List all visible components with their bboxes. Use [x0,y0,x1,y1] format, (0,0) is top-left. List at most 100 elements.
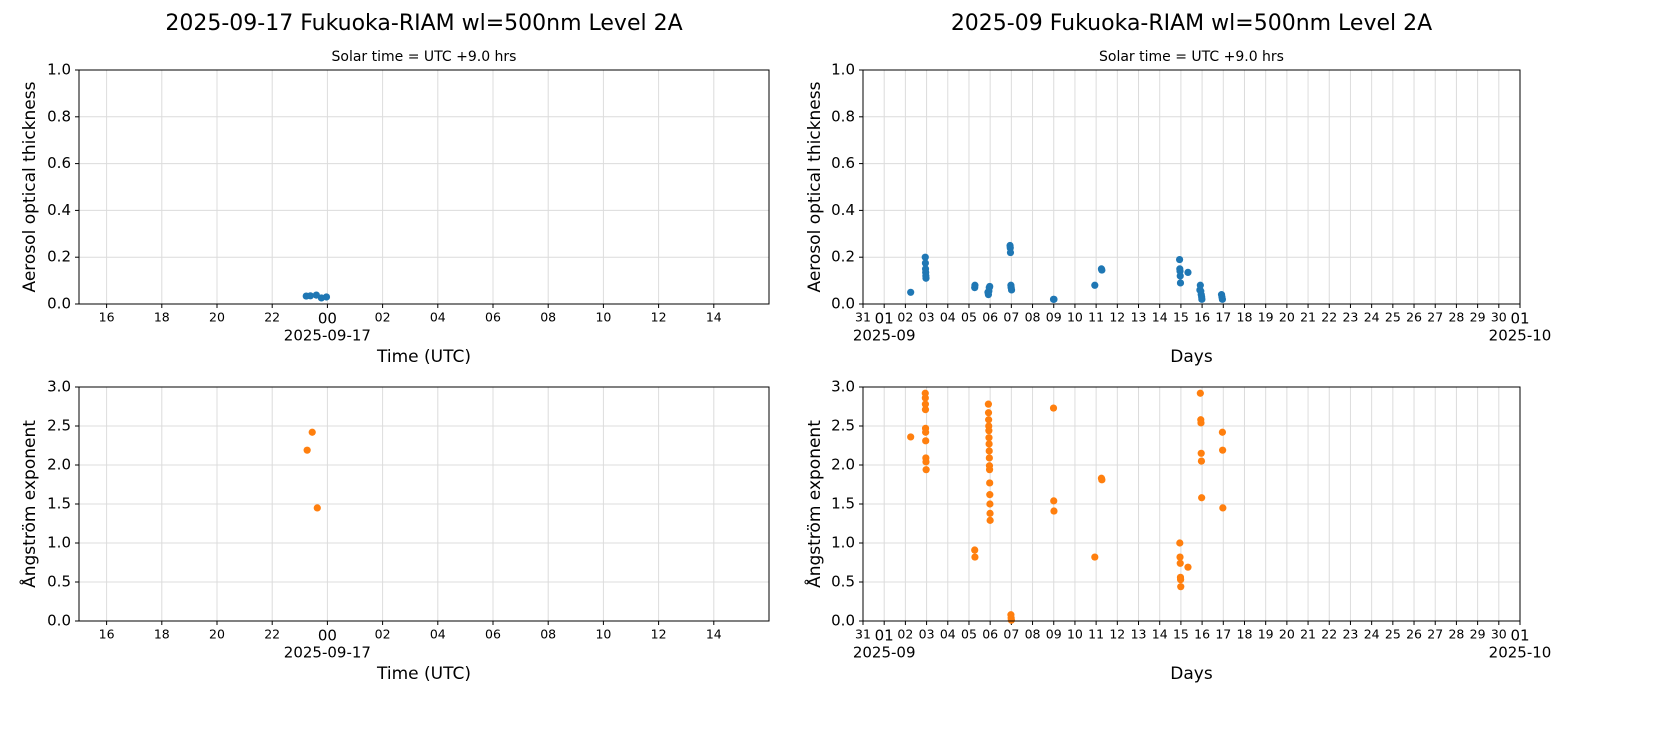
data-point [303,446,311,454]
x-tick-label: 04 [940,627,956,642]
axes-frame [78,386,770,622]
x-tick-label: 14 [706,627,722,642]
x-tick-label: 27 [1427,310,1443,325]
data-point [1098,266,1106,274]
x-tick-label: 14 [1152,627,1168,642]
y-tick-label: 1.5 [831,495,855,513]
x-tick-label: 06 [485,310,501,325]
x-tick-label: 02 [375,627,391,642]
x-tick-label: 00 [318,310,337,328]
x-tick-label: 11 [1088,310,1104,325]
y-tick-label: 0.8 [47,107,71,125]
x-tick-label: 18 [1237,627,1253,642]
y-tick-label: 1.5 [47,495,71,513]
x-axis-label: Days [1170,664,1213,684]
x-tick-label: 12 [651,310,667,325]
data-point [322,293,331,301]
x-tick-label: 08 [1025,627,1041,642]
x-axis-label: Days [1170,347,1213,367]
data-point [306,292,314,300]
data-point [1198,295,1206,303]
data-point [308,428,316,436]
x-tick-label: 15 [1173,310,1189,325]
x-tick-label: 04 [940,310,956,325]
x-tick-label: 12 [651,627,667,642]
x-tick-label: 18 [1237,310,1253,325]
x-tick-label: 25 [1385,310,1401,325]
x-tick-label: 07 [1003,310,1019,325]
x-tick-label: 12 [1109,310,1125,325]
x-tick-label: 18 [154,627,170,642]
x-tick-label: 07 [1003,627,1019,642]
y-axis-label: Aerosol optical thickness [805,81,825,292]
data-point [922,428,930,436]
chart-title: 2025-09 Fukuoka-RIAM wl=500nm Level 2A [951,11,1432,36]
x-date-label: 2025-10 [1489,327,1552,345]
x-tick-label: 14 [706,310,722,325]
data-point [907,288,915,296]
y-tick-label: 0.8 [831,107,855,125]
data-point [1177,583,1185,591]
data-point [922,458,930,466]
data-point [985,434,993,442]
x-date-label: 2025-09-17 [284,644,371,662]
y-axis-label: Ångström exponent [803,420,825,588]
data-point [907,433,915,441]
axes-frame [862,69,1521,305]
x-tick-label: 17 [1215,627,1231,642]
x-tick-label: 20 [1279,627,1295,642]
y-tick-label: 0.6 [831,154,855,172]
y-tick-label: 2.0 [47,456,71,474]
y-axis-label: Ångström exponent [18,420,40,588]
data-point [1218,428,1227,436]
data-point [1050,507,1058,515]
x-tick-label: 01 [1510,310,1529,328]
x-tick-label: 30 [1491,310,1507,325]
x-tick-label: 08 [540,627,556,642]
y-tick-label: 0.4 [47,201,71,219]
data-point [1198,494,1206,502]
x-tick-label: 24 [1364,310,1380,325]
data-point [921,253,929,261]
data-point [985,427,993,435]
x-tick-label: 18 [154,310,170,325]
x-tick-label: 05 [961,310,977,325]
data-point [1050,497,1058,505]
x-date-label: 2025-10 [1489,644,1552,662]
x-date-label: 2025-09 [853,644,916,662]
x-tick-label: 10 [1067,627,1083,642]
data-point [921,406,930,414]
data-point [1219,446,1227,454]
y-tick-label: 1.0 [47,61,71,79]
x-tick-label: 16 [1194,310,1210,325]
chart-title: 2025-09-17 Fukuoka-RIAM wl=500nm Level 2… [165,11,682,36]
data-point [1196,389,1204,397]
y-tick-label: 2.0 [831,456,855,474]
y-tick-label: 2.5 [831,417,855,435]
data-point [1219,504,1227,512]
x-tick-label: 03 [919,310,935,325]
data-point [1007,616,1015,624]
x-tick-label: 24 [1364,627,1380,642]
data-point [1176,539,1184,547]
data-point [1197,419,1205,427]
data-point [986,479,994,487]
y-tick-label: 0.5 [47,573,71,591]
y-tick-label: 0.0 [831,295,855,313]
x-tick-label: 13 [1131,310,1147,325]
x-tick-label: 12 [1109,627,1125,642]
x-tick-label: 22 [264,310,280,325]
x-tick-label: 00 [318,627,337,645]
data-point [922,437,930,445]
x-tick-label: 10 [595,310,611,325]
y-tick-label: 0.4 [831,201,855,219]
chart-subtitle: Solar time = UTC +9.0 hrs [332,49,517,65]
x-tick-label: 22 [1321,310,1337,325]
y-tick-label: 3.0 [831,378,855,396]
data-point [985,447,993,455]
x-tick-label: 26 [1406,310,1422,325]
x-tick-label: 09 [1046,627,1062,642]
